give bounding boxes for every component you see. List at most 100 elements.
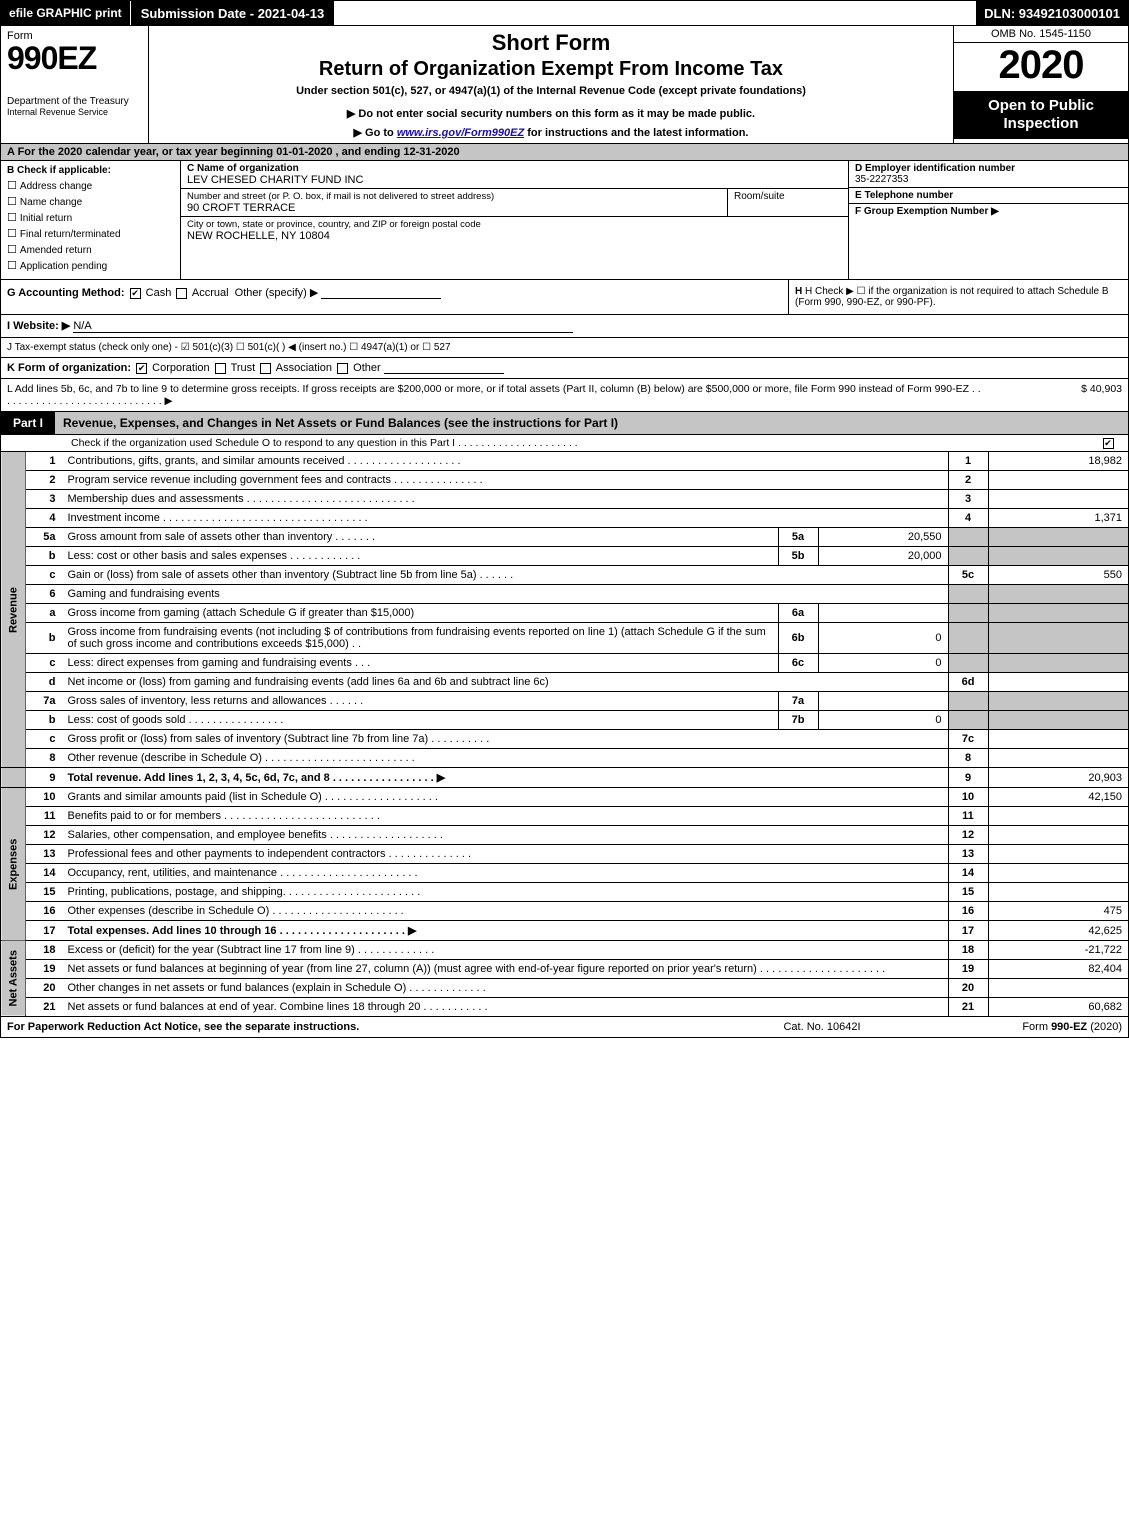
bn9: 9 [948, 768, 988, 788]
col-d: D Employer identification number 35-2227… [848, 161, 1128, 279]
d6a: Gross income from gaming (attach Schedul… [62, 604, 779, 623]
a6 [988, 585, 1128, 604]
a6c [988, 654, 1128, 673]
goto-pre: ▶ Go to [354, 127, 397, 139]
d16: Other expenses (describe in Schedule O) … [62, 902, 949, 921]
part1-sub: Check if the organization used Schedule … [1, 434, 1128, 451]
bf-block: B Check if applicable: Address change Na… [1, 160, 1128, 279]
a5b [988, 547, 1128, 566]
a12 [988, 826, 1128, 845]
dept-treasury: Department of the Treasury [7, 96, 142, 107]
n6: 6 [26, 585, 62, 604]
chk-corp[interactable] [136, 363, 147, 374]
chk-initial-return[interactable]: Initial return [7, 211, 174, 224]
a8 [988, 749, 1128, 768]
bn13: 13 [948, 845, 988, 864]
bn6a [948, 604, 988, 623]
chk-amended-return[interactable]: Amended return [7, 243, 174, 256]
a6d [988, 673, 1128, 692]
d3: Membership dues and assessments . . . . … [62, 490, 949, 509]
g-other: Other (specify) ▶ [235, 287, 319, 299]
d6d: Net income or (loss) from gaming and fun… [62, 673, 949, 692]
c-name-value: LEV CHESED CHARITY FUND INC [187, 174, 842, 186]
chk-name-change[interactable]: Name change [7, 195, 174, 208]
n3: 3 [26, 490, 62, 509]
n16: 16 [26, 902, 62, 921]
k-trust: Trust [231, 362, 256, 374]
bn17: 17 [948, 921, 988, 941]
c-addr: Number and street (or P. O. box, if mail… [181, 189, 728, 216]
row-a-tax-year: A For the 2020 calendar year, or tax yea… [1, 143, 1128, 160]
header-left: Form 990EZ Department of the Treasury In… [1, 26, 149, 143]
k-other-blank[interactable] [384, 362, 504, 374]
b-header: B Check if applicable: [7, 165, 174, 176]
a6b [988, 623, 1128, 654]
sa6c: 0 [818, 654, 948, 673]
d14: Occupancy, rent, utilities, and maintena… [62, 864, 949, 883]
bn6b [948, 623, 988, 654]
d10: Grants and similar amounts paid (list in… [62, 788, 949, 807]
bn19: 19 [948, 960, 988, 979]
g-label: G Accounting Method: [7, 287, 125, 299]
d5a: Gross amount from sale of assets other t… [62, 528, 779, 547]
d20: Other changes in net assets or fund bala… [62, 979, 949, 998]
footer-right: Form 990-EZ (2020) [922, 1021, 1122, 1033]
chk-final-return[interactable]: Final return/terminated [7, 227, 174, 240]
goto-post: for instructions and the latest informat… [524, 127, 748, 139]
d-ein-value: 35-2227353 [855, 174, 1122, 185]
c-addr-label: Number and street (or P. O. box, if mail… [187, 191, 721, 202]
return-title: Return of Organization Exempt From Incom… [157, 58, 945, 81]
chk-cash[interactable] [130, 288, 141, 299]
bn5b [948, 547, 988, 566]
l-amount: $ 40,903 [982, 383, 1122, 407]
goto-link[interactable]: www.irs.gov/Form990EZ [397, 127, 524, 139]
chk-assoc[interactable] [260, 363, 271, 374]
dln-label: DLN: 93492103000101 [976, 1, 1128, 25]
bn3: 3 [948, 490, 988, 509]
chk-trust[interactable] [215, 363, 226, 374]
chk-address-change[interactable]: Address change [7, 179, 174, 192]
efile-print-button[interactable]: efile GRAPHIC print [1, 1, 131, 25]
d13: Professional fees and other payments to … [62, 845, 949, 864]
d12: Salaries, other compensation, and employ… [62, 826, 949, 845]
d11: Benefits paid to or for members . . . . … [62, 807, 949, 826]
k-assoc: Association [276, 362, 332, 374]
e-phone-row: E Telephone number [849, 188, 1128, 204]
n13: 13 [26, 845, 62, 864]
bn7b [948, 711, 988, 730]
sa7b: 0 [818, 711, 948, 730]
chk-schedule-o[interactable] [1103, 438, 1114, 449]
d6c: Less: direct expenses from gaming and fu… [62, 654, 779, 673]
a1: 18,982 [988, 452, 1128, 471]
bn15: 15 [948, 883, 988, 902]
side-expenses: Expenses [1, 788, 26, 941]
n5b: b [26, 547, 62, 566]
n20: 20 [26, 979, 62, 998]
bn14: 14 [948, 864, 988, 883]
g-accrual: Accrual [192, 287, 229, 299]
chk-other-org[interactable] [337, 363, 348, 374]
n10: 10 [26, 788, 62, 807]
col-b: B Check if applicable: Address change Na… [1, 161, 181, 279]
chk-accrual[interactable] [176, 288, 187, 299]
c-name-label: C Name of organization [187, 163, 842, 174]
d19: Net assets or fund balances at beginning… [62, 960, 949, 979]
open-inspection: Open to Public Inspection [954, 91, 1128, 139]
n17: 17 [26, 921, 62, 941]
chk-application-pending[interactable]: Application pending [7, 259, 174, 272]
sn6a: 6a [778, 604, 818, 623]
c-city-value: NEW ROCHELLE, NY 10804 [187, 230, 842, 242]
n6a: a [26, 604, 62, 623]
c-room: Room/suite [728, 189, 848, 216]
f-group-label: F Group Exemption Number ▶ [855, 206, 1122, 217]
h-text: H Check ▶ ☐ if the organization is not r… [795, 286, 1109, 308]
a16: 475 [988, 902, 1128, 921]
k-other: Other [353, 362, 381, 374]
top-bar: efile GRAPHIC print Submission Date - 20… [1, 1, 1128, 25]
c-addr-value: 90 CROFT TERRACE [187, 202, 721, 214]
g-other-blank[interactable] [321, 287, 441, 299]
a15 [988, 883, 1128, 902]
n1: 1 [26, 452, 62, 471]
sn6c: 6c [778, 654, 818, 673]
gh-row: G Accounting Method: Cash Accrual Other … [1, 279, 1128, 314]
